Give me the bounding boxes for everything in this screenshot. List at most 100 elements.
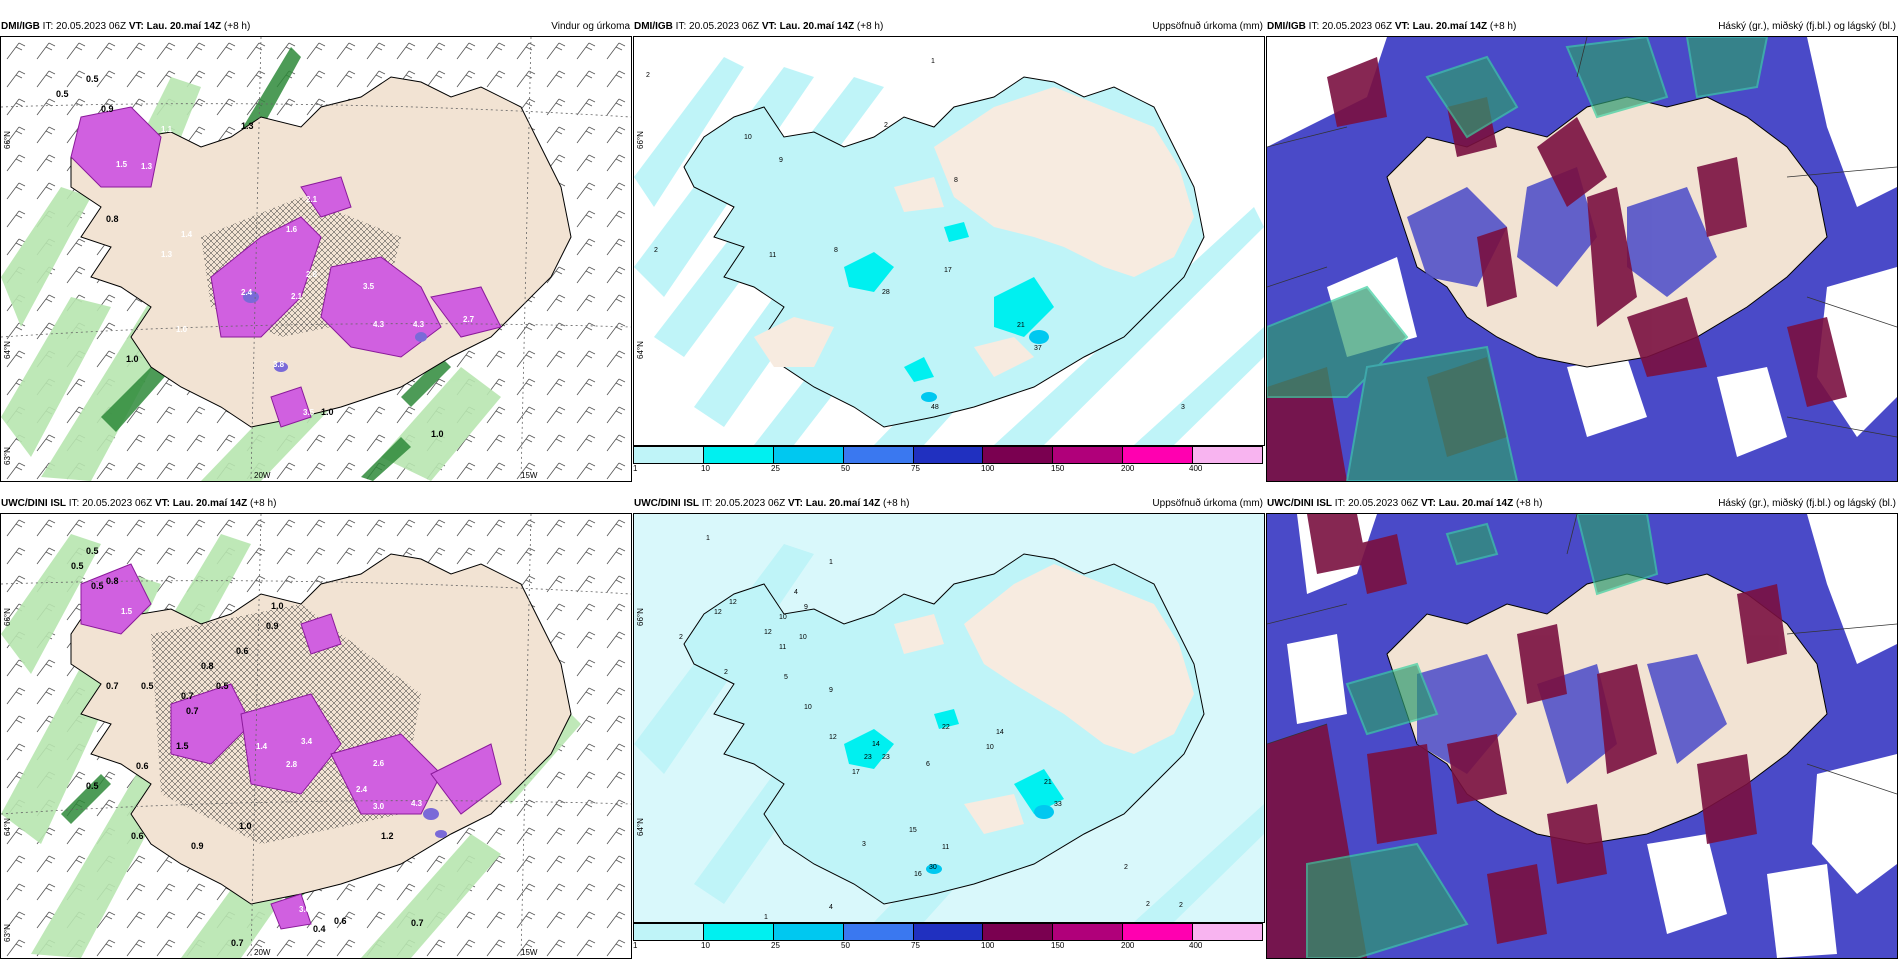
map-value: 2 (646, 72, 650, 79)
precip-core-centers (423, 808, 447, 838)
map-value: 12 (829, 734, 837, 741)
precip-core-centers (243, 291, 427, 372)
map-value: 11 (769, 252, 776, 259)
colorbar-tick-labels: 1 10 25 50 75 100 150 200 400 (633, 464, 1263, 476)
vt-time: Lau. 20.maí 14Z (146, 21, 222, 32)
panel-header: DMI/IGB IT: 20.05.2023 06Z VT: Lau. 20.m… (633, 18, 1265, 36)
lon-label-20w: 20W (254, 948, 271, 957)
map-value: 14 (872, 741, 880, 748)
colorbar-tick: 50 (841, 464, 850, 473)
map-value: 1.5 (116, 160, 128, 169)
map-value: 1.3 (241, 121, 254, 131)
map-value: 1 (829, 559, 833, 566)
colorbar-cell (1053, 924, 1124, 940)
colorbar-tick: 150 (1051, 464, 1065, 473)
panel-wind-precip-bottom: UWC/DINI ISL IT: 20.05.2023 06Z VT: Lau.… (0, 495, 632, 959)
panel-title: Háský (gr.), miðský (fj.bl.) og lágský (… (1718, 498, 1896, 509)
map-value: 0.5 (91, 581, 104, 591)
colorbar-cell (983, 447, 1054, 463)
lat-lon-grid (1, 37, 631, 481)
high-cloud-patches (1407, 167, 1717, 297)
map-value: 12 (714, 609, 722, 616)
map-accum-precip[interactable]: 1 1 2 12 12 12 10 9 4 11 10 2 9 5 10 12 … (633, 513, 1265, 923)
map-value: 33 (1054, 801, 1062, 808)
map-value: 1.5 (121, 607, 133, 616)
map-wind-precip[interactable]: 0.5 0.5 0.9 1.1 1.5 1.3 1.3 0.8 1.3 1.4 … (0, 36, 632, 482)
colorbar-tick: 400 (1189, 941, 1203, 950)
precip-map-svg: 1 2 2 10 9 11 8 8 17 28 21 37 48 3 2 (634, 57, 1264, 445)
map-value: 2.8 (306, 270, 318, 279)
map-value: 23 (882, 754, 890, 761)
colorbar-tick: 200 (1121, 941, 1135, 950)
colorbar-tick: 10 (701, 464, 710, 473)
map-cloud-cover[interactable] (1266, 513, 1898, 959)
map-accum-precip[interactable]: 1 2 2 10 9 11 8 8 17 28 21 37 48 3 2 66°… (633, 36, 1265, 446)
vt-time: Lau. 20.maí 14Z (779, 21, 855, 32)
vt-label: VT: (1394, 21, 1410, 32)
map-value: 4 (794, 589, 798, 596)
map-value: 0.8 (106, 214, 119, 224)
panel-header-left: DMI/IGB IT: 20.05.2023 06Z VT: Lau. 20.m… (1267, 18, 1516, 36)
panel-header: UWC/DINI ISL IT: 20.05.2023 06Z VT: Lau.… (1266, 495, 1898, 513)
map-value: 2.1 (291, 292, 303, 301)
panel-title: Háský (gr.), miðský (fj.bl.) og lágský (… (1718, 21, 1896, 32)
map-value: 15 (909, 827, 917, 834)
map-value: 37 (1034, 345, 1042, 352)
map-value: 2.1 (306, 195, 318, 204)
model-name: DMI/IGB (634, 21, 673, 32)
heavy-precip-cores (70, 106, 502, 428)
it-label: IT: (1308, 21, 1320, 32)
heavy-precip-cores (80, 563, 502, 930)
wind-map-svg: 0.5 0.5 0.5 0.8 1.5 1.0 0.9 0.7 0.7 0.8 … (1, 514, 631, 958)
it-label: IT: (42, 21, 54, 32)
map-value: 10 (779, 614, 787, 621)
map-cloud-cover[interactable] (1266, 36, 1898, 482)
panel-header: DMI/IGB IT: 20.05.2023 06Z VT: Lau. 20.m… (0, 18, 632, 36)
map-value: 1.0 (176, 325, 188, 334)
map-value: 1 (764, 914, 768, 921)
map-value: 1.3 (161, 250, 173, 259)
map-value: 21 (1044, 779, 1052, 786)
map-value: 10 (799, 634, 807, 641)
it-time: 20.05.2023 06Z (82, 498, 153, 509)
panel-cloud-cover-bottom: UWC/DINI ISL IT: 20.05.2023 06Z VT: Lau.… (1266, 495, 1898, 959)
it-label: IT: (68, 498, 80, 509)
map-value: 2.4 (356, 785, 368, 794)
map-value: 0.8 (106, 576, 119, 586)
map-value: 0.5 (56, 89, 69, 99)
map-value: 30 (929, 864, 937, 871)
map-value: 0.5 (71, 561, 84, 571)
cloud-map-svg (1267, 37, 1897, 481)
colorbar-tick: 400 (1189, 464, 1203, 473)
map-value: 0.5 (141, 681, 154, 691)
panel-title: Uppsöfnuð úrkoma (mm) (1152, 21, 1263, 32)
lat-label-64: 64°N (636, 341, 645, 359)
map-value: 0.5 (216, 681, 229, 691)
map-value: 4 (829, 904, 833, 911)
it-label: IT: (1334, 498, 1346, 509)
lead-time: (+8 h) (250, 498, 277, 509)
panel-header-left: UWC/DINI ISL IT: 20.05.2023 06Z VT: Lau.… (634, 495, 909, 513)
map-value: 0.5 (86, 781, 99, 791)
it-time: 20.05.2023 06Z (1348, 498, 1419, 509)
moderate-precip (844, 709, 1064, 814)
lat-label-66: 66°N (3, 131, 12, 149)
map-value: 0.8 (201, 661, 214, 671)
border-lines (1267, 514, 1897, 795)
panel-header-left: DMI/IGB IT: 20.05.2023 06Z VT: Lau. 20.m… (634, 18, 883, 36)
map-wind-precip[interactable]: 0.5 0.5 0.5 0.8 1.5 1.0 0.9 0.7 0.7 0.8 … (0, 513, 632, 959)
model-name: UWC/DINI ISL (1, 498, 66, 509)
lat-label-63: 63°N (3, 924, 12, 942)
map-value: 8 (834, 247, 838, 254)
lead-time: (+8 h) (883, 498, 910, 509)
colorbar-tick-labels: 1 10 25 50 75 100 150 200 400 (633, 941, 1263, 953)
lon-label-15w: 15W (521, 948, 538, 957)
border-lines (1267, 37, 1897, 438)
map-value: 0.9 (101, 104, 114, 114)
map-value: 2 (1146, 901, 1150, 908)
lat-label-64: 64°N (3, 818, 12, 836)
vt-time: Lau. 20.maí 14Z (172, 498, 248, 509)
colorbar-tick: 200 (1121, 464, 1135, 473)
map-value: 0.7 (411, 918, 424, 928)
map-value: 3.6 (299, 905, 311, 914)
